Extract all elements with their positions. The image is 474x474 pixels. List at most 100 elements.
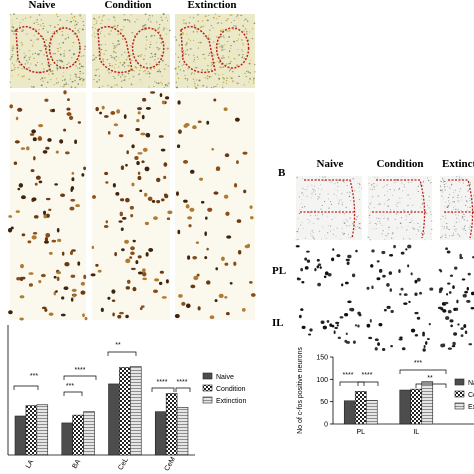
cell [44,240,49,244]
cell [152,289,159,294]
cell [195,87,198,89]
cell [77,29,79,32]
cell [340,199,343,201]
cell [123,61,126,64]
cell [218,74,220,76]
x-tick-label: BA [71,458,82,470]
significance-bracket [107,351,137,356]
cell [121,216,127,220]
cell [158,24,161,26]
cell [466,220,468,222]
cell [49,64,52,66]
cell [314,267,317,272]
cell [98,75,100,77]
cell [317,263,322,267]
cell [61,60,64,63]
cell [103,53,105,56]
cell [163,68,166,70]
cell [53,83,55,85]
cell [391,232,394,234]
cell [377,342,380,346]
significance-bracket [151,387,175,392]
cell [103,60,105,63]
cell [387,219,389,221]
cell [317,282,321,287]
cell [145,44,147,46]
cell [311,184,313,186]
cell [298,196,300,198]
cell [231,71,234,73]
cell [467,272,471,276]
cell [331,181,333,183]
cell [394,182,396,183]
cell [222,84,224,86]
cell [210,87,213,89]
cell [63,52,65,55]
cell [33,57,35,60]
cell [453,307,457,312]
cell [130,246,135,251]
cell [23,75,25,77]
cell [143,24,146,26]
cell [46,86,47,89]
cell [27,240,32,244]
cell [212,53,214,56]
cell [100,52,102,54]
cell [28,56,30,59]
cell [323,275,327,279]
cell [369,237,370,239]
cell [80,17,83,19]
cell [127,65,129,66]
cell [463,219,465,221]
cell [194,85,196,87]
cell [391,237,393,239]
cell [19,49,21,50]
cell [204,231,207,237]
cell [312,236,314,238]
cell [229,281,233,285]
cell [469,225,471,227]
cell [161,59,164,62]
cell [133,70,135,72]
cell [41,306,47,310]
cell [454,229,456,231]
cell [30,169,35,173]
cell [82,65,84,68]
cell [27,67,30,69]
cell [120,86,123,89]
cell [339,316,344,319]
cell [40,84,43,87]
cell [77,83,79,85]
cell [153,67,155,70]
cell [453,196,454,198]
cell [158,69,160,71]
cell [60,59,62,62]
cell [234,117,240,122]
cell [374,223,376,225]
cell [42,80,44,83]
cell [8,310,13,315]
cell [142,147,148,152]
column-header: Condition [376,158,423,170]
bar [119,367,131,456]
cell [454,205,456,207]
cell [317,187,319,189]
cell [70,187,73,192]
cell [13,64,15,66]
cell [58,59,61,61]
bar [154,411,167,456]
cell [75,65,78,67]
cell [78,63,81,65]
cell [341,204,344,206]
cell [140,132,146,136]
cell [460,209,462,212]
cell [343,233,345,235]
cell [247,70,249,72]
cell [55,13,58,16]
region-outline [48,27,81,69]
significance-bracket [339,381,365,386]
cell [188,22,191,24]
cell [455,214,457,216]
cell [198,79,201,82]
